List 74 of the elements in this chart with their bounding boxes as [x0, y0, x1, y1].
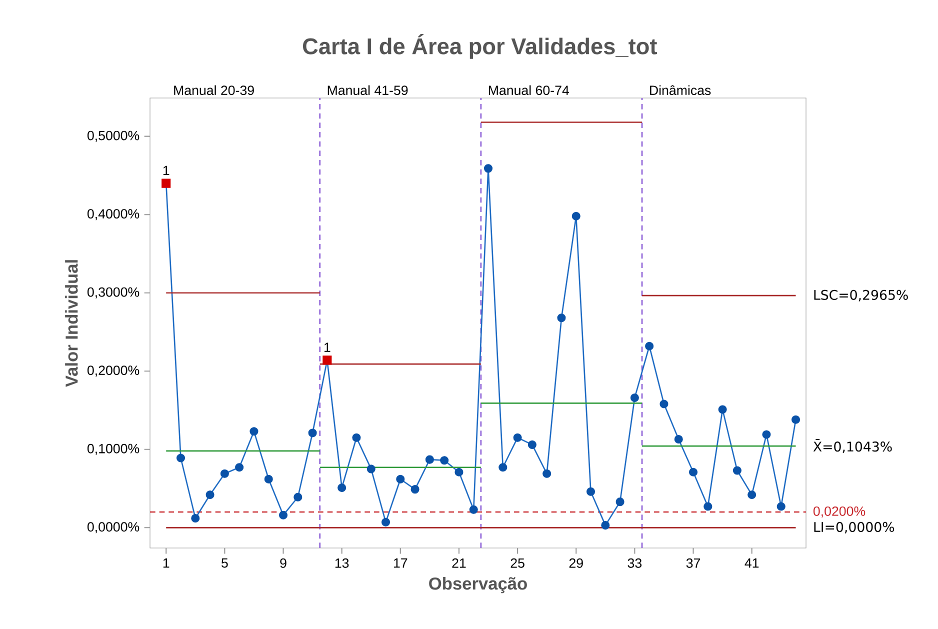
text: Manual 20-39 — [174, 85, 254, 96]
point — [660, 400, 668, 408]
series-label: LI=0,0000% — [814, 522, 894, 534]
point — [601, 521, 610, 530]
point — [250, 427, 258, 436]
point — [762, 430, 771, 439]
x-axis-title: Observação — [429, 576, 527, 594]
point — [469, 505, 478, 514]
point — [616, 498, 624, 506]
point — [513, 433, 522, 442]
point — [557, 314, 566, 322]
point — [498, 463, 508, 472]
point — [484, 164, 493, 173]
y-tick-label: 0,4000% — [87, 209, 140, 220]
point — [454, 468, 464, 476]
point — [791, 415, 800, 424]
point — [410, 485, 420, 494]
point — [718, 405, 727, 414]
point — [704, 502, 712, 511]
point — [645, 342, 654, 350]
point — [425, 455, 434, 464]
x-tick-label: 9 — [280, 558, 286, 568]
point — [352, 433, 361, 442]
point — [308, 428, 317, 438]
point — [162, 178, 171, 188]
x-tick-label: 33 — [628, 558, 642, 568]
series-label: X̄=0,1043% — [813, 439, 892, 453]
point — [542, 469, 552, 478]
point — [572, 212, 580, 220]
y-tick-label: 0,1000% — [87, 444, 140, 455]
text: Manual 60-74 — [488, 85, 569, 96]
point — [322, 356, 332, 365]
point — [338, 483, 346, 492]
point — [776, 502, 786, 511]
y-tick-label: 0,2000% — [87, 366, 140, 377]
point — [294, 492, 302, 502]
point — [278, 510, 288, 520]
x-tick-label: 41 — [744, 558, 759, 568]
y-tick-label: 0,0000% — [87, 522, 140, 534]
point — [366, 464, 376, 474]
point — [381, 518, 390, 526]
x-tick-label: 25 — [510, 558, 524, 568]
point — [748, 490, 756, 500]
y-tick-label: 0,3000% — [87, 287, 140, 298]
x-tick-label: 29 — [569, 558, 583, 568]
point — [206, 490, 214, 500]
x-tick-label: 5 — [222, 558, 228, 568]
point — [176, 454, 186, 462]
annotation: 1 — [163, 166, 170, 176]
point — [440, 456, 449, 465]
annotation: 1 — [324, 342, 330, 352]
point — [586, 487, 596, 496]
point — [688, 468, 698, 476]
point — [396, 474, 405, 484]
ref-line-label: 0,0200% — [813, 506, 866, 518]
point — [732, 466, 742, 475]
y-axis-title: Valor Individual — [65, 260, 78, 387]
x-tick-label: 21 — [452, 558, 466, 568]
chart-title: Carta I de Área por Validades_tot — [302, 34, 657, 59]
x-tick-label: 1 — [163, 558, 170, 568]
point — [235, 463, 244, 472]
point — [220, 469, 229, 478]
series-label: LSC=0,2965% — [814, 290, 908, 302]
point — [264, 474, 273, 484]
point — [674, 434, 683, 444]
x-tick-label: 13 — [335, 558, 349, 568]
text: Dinâmicas — [650, 85, 711, 96]
x-tick-label: 17 — [394, 558, 408, 568]
text: Manual 41-59 — [328, 85, 408, 96]
point — [528, 440, 536, 449]
point — [630, 393, 639, 402]
x-tick-label: 37 — [686, 558, 700, 568]
y-tick-label: 0,5000% — [87, 130, 140, 142]
point — [191, 514, 200, 523]
